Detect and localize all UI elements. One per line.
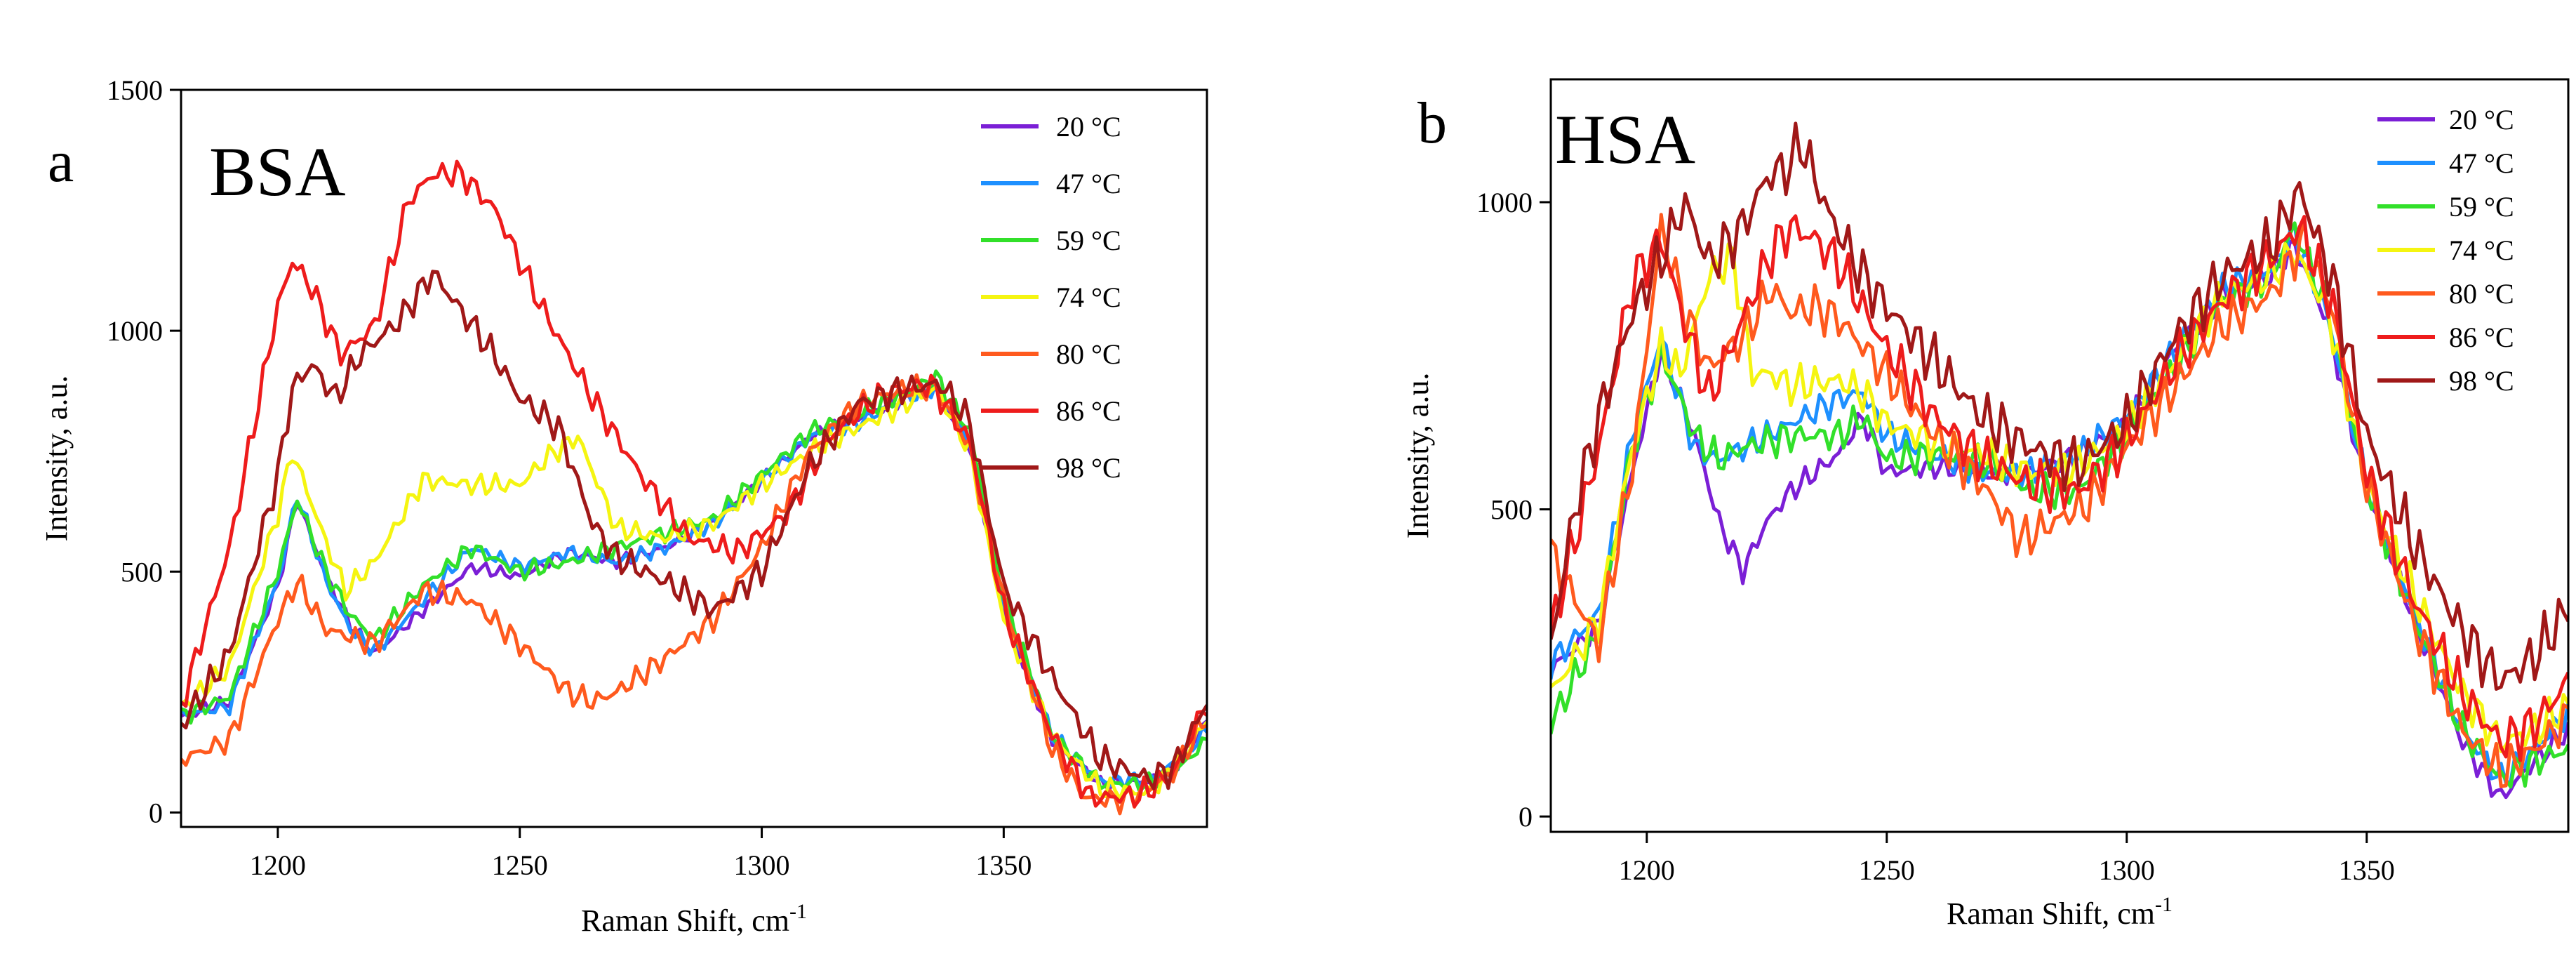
legend-label: 59 °C <box>2449 191 2514 223</box>
legend-label: 80 °C <box>2449 278 2514 310</box>
x-axis-title: Raman Shift, cm-1 <box>581 900 807 938</box>
plot-frame <box>180 88 1208 828</box>
x-tick-label: 1250 <box>492 849 548 881</box>
legend-label: 20 °C <box>2449 104 2514 135</box>
legend-label: 80 °C <box>1056 338 1121 370</box>
chart-panel-b: 1200 1250 1300 1350 0 500 1000 Raman Shift, cm-… <box>1401 78 2570 931</box>
y-tick-label: 1500 <box>107 74 163 106</box>
x-tick-label: 1200 <box>1619 854 1675 886</box>
panel-letter: a <box>48 129 74 194</box>
x-tick-label: 1200 <box>250 849 306 881</box>
plot-frame <box>1549 78 2570 833</box>
x-axis-title: Raman Shift, cm-1 <box>1947 893 2173 931</box>
series-line-59c <box>181 369 1207 793</box>
y-tick-label: 1000 <box>1476 187 1533 218</box>
y-tick-label: 500 <box>1490 494 1533 526</box>
series-line-47c <box>1551 223 2568 785</box>
x-axis-title-superscript: -1 <box>789 900 807 923</box>
y-axis-title: Intensity, a.u. <box>1401 373 1435 539</box>
legend-label: 47 °C <box>1056 168 1121 199</box>
y-tick-label: 0 <box>149 797 163 828</box>
series-line-86c <box>1551 214 2568 762</box>
x-tick-label: 1300 <box>2099 854 2155 886</box>
y-tick-label: 1000 <box>107 315 163 347</box>
x-tick-label: 1350 <box>2339 854 2395 886</box>
panel-letter: b <box>1417 91 1447 156</box>
series-line-20c <box>1551 239 2568 800</box>
series-line-74c <box>1551 242 2568 753</box>
series-line-98c <box>181 270 1207 790</box>
y-tick-label: 0 <box>1519 801 1533 833</box>
legend-label: 98 °C <box>2449 365 2514 397</box>
series-line-86c <box>181 159 1207 809</box>
legend: 20 °C 47 °C 59 °C 74 °C 80 °C 86 °C 98 °C <box>2377 104 2514 397</box>
y-axis-title: Intensity, a.u. <box>39 376 74 542</box>
x-tick-label: 1350 <box>975 849 1032 881</box>
series-group <box>181 159 1207 816</box>
legend-label: 74 °C <box>1056 281 1121 313</box>
legend-label: 74 °C <box>2449 234 2514 266</box>
x-tick-label: 1250 <box>1859 854 1915 886</box>
chart-panel-a: 1200 1250 1300 1350 0 500 1000 1500 Raman Shift,… <box>39 74 1208 938</box>
series-line-59c <box>1551 221 2568 789</box>
legend: 20 °C 47 °C 59 °C 74 °C 80 °C 86 °C 98 °C <box>981 111 1121 484</box>
x-axis-title-superscript: -1 <box>2155 893 2173 916</box>
legend-label: 47 °C <box>2449 147 2514 179</box>
legend-label: 98 °C <box>1056 452 1121 484</box>
series-group <box>1551 121 2568 800</box>
series-line-80c <box>181 373 1207 816</box>
sample-label: HSA <box>1555 100 1695 178</box>
y-tick-label: 500 <box>121 556 163 588</box>
sample-label: BSA <box>209 133 346 211</box>
legend-label: 86 °C <box>2449 322 2514 353</box>
series-line-98c <box>1551 121 2568 691</box>
x-tick-label: 1300 <box>734 849 790 881</box>
legend-label: 59 °C <box>1056 225 1121 256</box>
legend-label: 86 °C <box>1056 395 1121 427</box>
legend-label: 20 °C <box>1056 111 1121 143</box>
